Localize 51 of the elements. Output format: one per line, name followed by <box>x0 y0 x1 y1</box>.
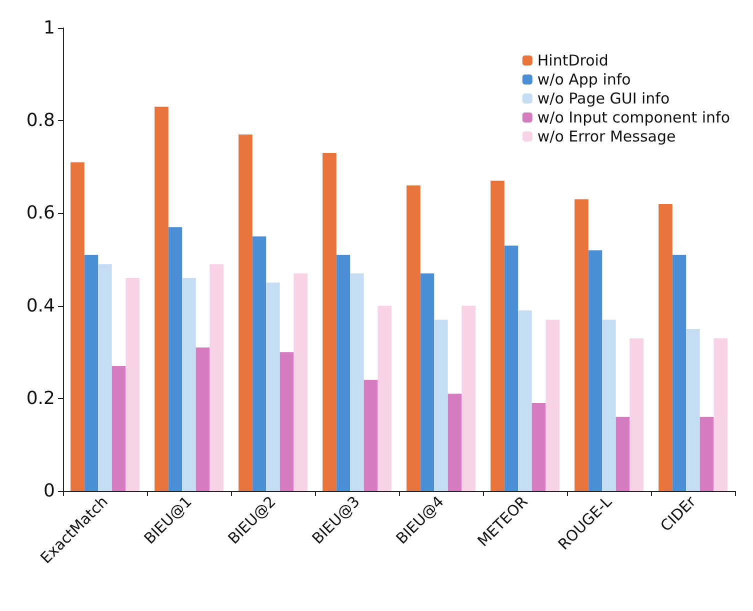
bar <box>364 380 378 491</box>
legend-label: w/o Error Message <box>537 128 676 146</box>
bar <box>196 347 210 491</box>
bar <box>490 180 504 491</box>
bar <box>420 273 434 491</box>
bar <box>658 204 672 491</box>
bar <box>714 338 728 491</box>
bar <box>574 199 588 491</box>
bar <box>434 320 448 491</box>
y-tick-label: 0.6 <box>26 202 55 224</box>
bar <box>252 236 266 491</box>
legend-label: w/o Page GUI info <box>537 90 670 108</box>
bar <box>210 264 224 491</box>
bar <box>294 273 308 491</box>
bar <box>462 306 476 491</box>
bar <box>238 134 252 491</box>
bar <box>322 153 336 491</box>
bar <box>504 246 518 491</box>
bar <box>630 338 644 491</box>
legend-label: w/o App info <box>537 70 631 88</box>
bar <box>616 416 630 491</box>
bar <box>336 254 350 491</box>
bar <box>672 254 686 491</box>
y-tick-label: 0.8 <box>26 110 55 132</box>
legend-label: HintDroid <box>537 52 608 70</box>
y-tick-label: 0.2 <box>26 388 55 409</box>
bar <box>126 278 140 491</box>
bar <box>532 403 546 491</box>
bar <box>588 250 602 491</box>
bar <box>406 185 420 491</box>
bar <box>686 328 700 491</box>
bar <box>182 278 196 491</box>
bar <box>112 366 126 491</box>
y-tick-label: 1 <box>44 18 55 38</box>
bar <box>518 310 532 491</box>
bar <box>280 352 294 491</box>
bar <box>70 162 84 491</box>
bar <box>602 320 616 491</box>
bar <box>546 320 560 491</box>
y-tick-label: 0 <box>44 480 55 502</box>
bar <box>266 282 280 491</box>
bar <box>350 273 364 491</box>
bar <box>700 416 714 491</box>
bar <box>98 264 112 491</box>
bar <box>168 227 182 491</box>
bar <box>378 306 392 491</box>
bar <box>154 106 168 491</box>
bar <box>84 254 98 491</box>
legend-label: w/o Input component info <box>537 108 730 126</box>
y-tick-label: 0.4 <box>26 295 55 316</box>
bar <box>448 394 462 491</box>
